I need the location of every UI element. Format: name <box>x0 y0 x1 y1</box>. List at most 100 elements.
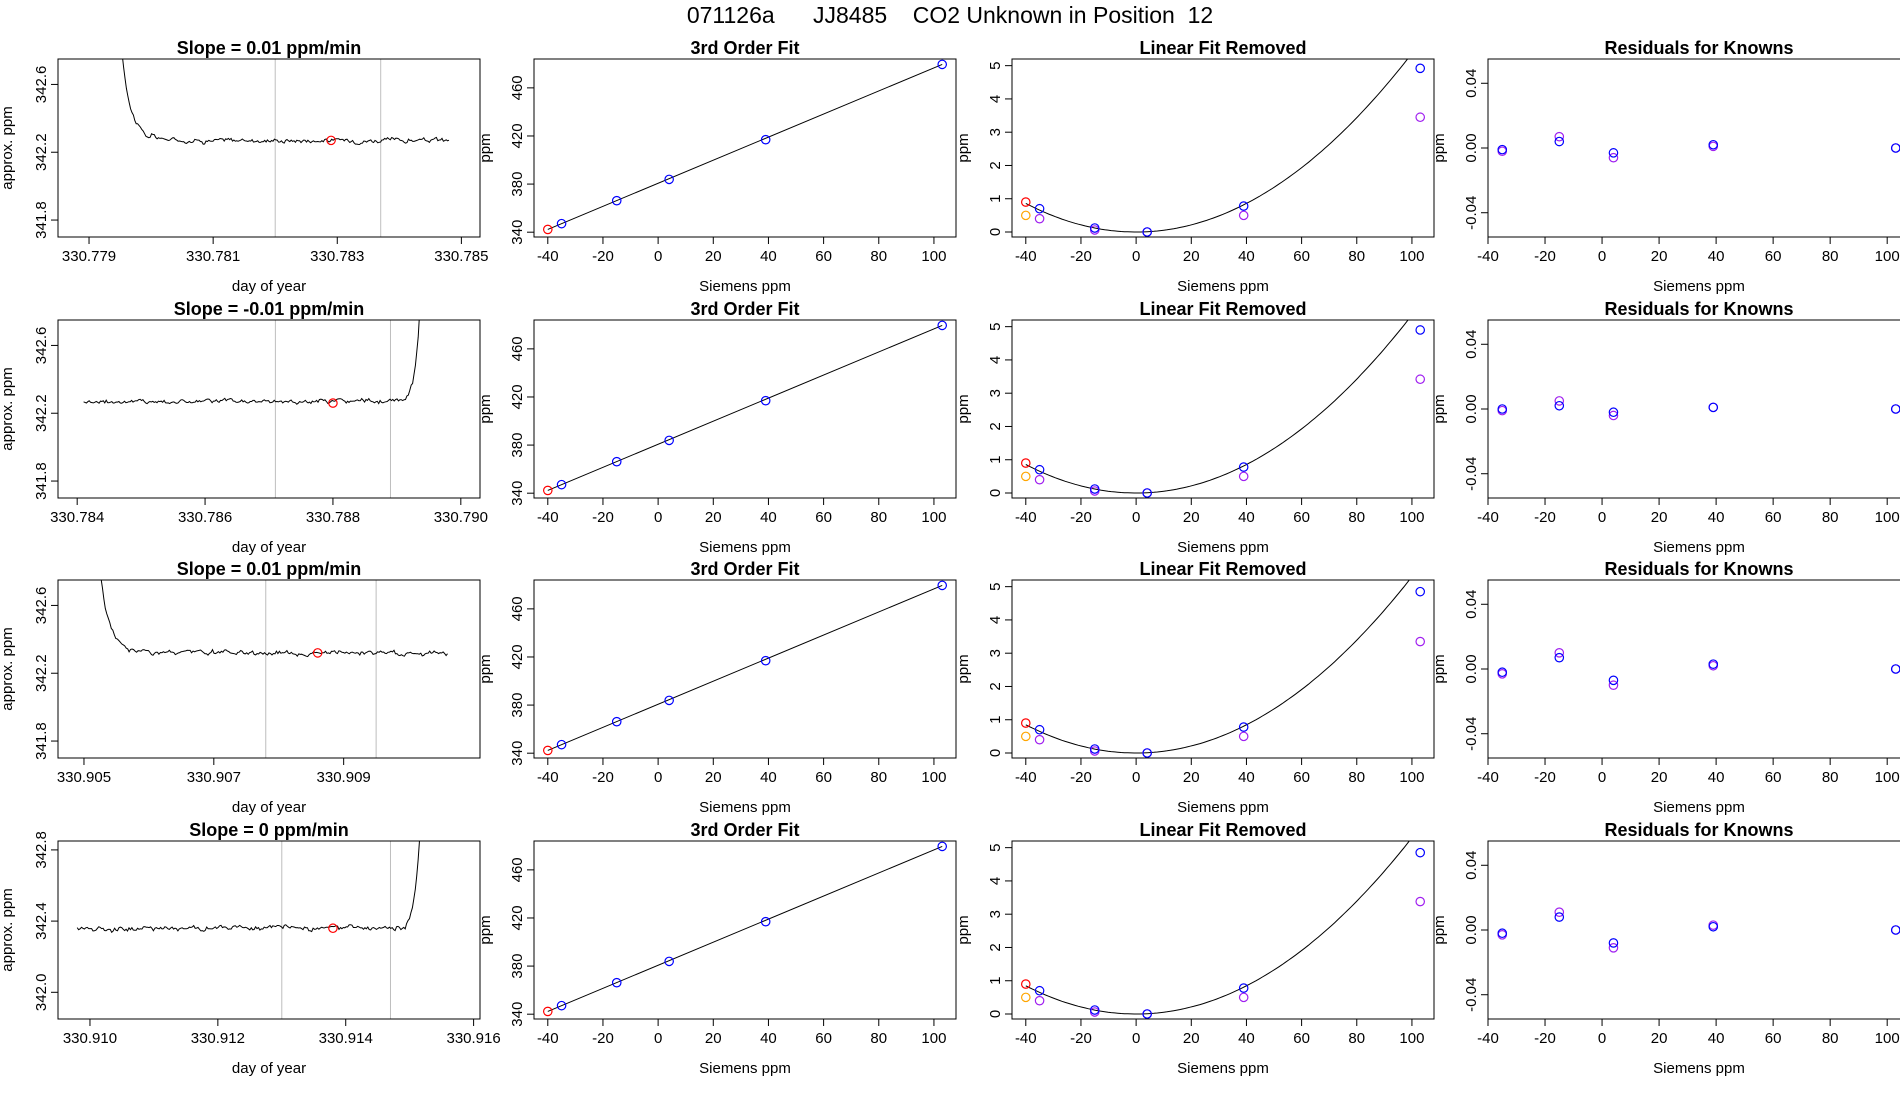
y-axis-label: ppm <box>477 394 494 423</box>
y-tick-label: 1 <box>987 716 1004 724</box>
y-tick-label: 3 <box>987 910 1004 918</box>
x-tick-label: 20 <box>1651 1030 1668 1047</box>
x-tick-label: -20 <box>592 509 614 526</box>
x-tick-label: -40 <box>1477 769 1499 786</box>
removed-known-point <box>1089 225 1100 235</box>
x-tick-label: -40 <box>1477 509 1499 526</box>
y-tick-label: 340 <box>509 1002 526 1027</box>
y-tick-label: 1 <box>987 195 1004 203</box>
x-tick-label: 100 <box>1399 248 1424 265</box>
removed-known-point <box>1415 112 1426 123</box>
removed-known-point <box>1238 471 1249 482</box>
x-axis-label: Siemens ppm <box>699 278 791 295</box>
y-tick-label: 341.8 <box>33 722 50 760</box>
x-tick-label: -40 <box>1015 248 1037 265</box>
known-point <box>556 479 567 490</box>
x-tick-label: -40 <box>1015 769 1037 786</box>
x-tick-label: 40 <box>1238 509 1255 526</box>
panel-fit-row-1: 3rd Order Fit Siemens ppm ppm -40 -20 0 20 40 60… <box>477 38 957 295</box>
panel-title: 3rd Order Fit <box>690 559 799 579</box>
x-tick-label: 60 <box>815 1030 832 1047</box>
removed-known-point <box>1238 210 1249 221</box>
panel-residuals-row-3: Residuals for Knowns Siemens ppm ppm -40 -20… <box>1431 559 1900 816</box>
known-point <box>664 435 674 446</box>
x-tick-label: 100 <box>1399 1030 1424 1047</box>
plot-frame <box>57 58 481 238</box>
removed-known-point <box>1089 746 1100 756</box>
removed-known-point <box>1415 374 1426 385</box>
panel-trace-row-3: Slope = 0.01 ppm/min day of year approx. p… <box>0 559 481 816</box>
x-tick-label: 100 <box>1399 509 1424 526</box>
y-tick-label: 342.0 <box>33 974 50 1012</box>
panel-trace-row-1: Slope = 0.01 ppm/min day of year approx. p… <box>0 38 488 295</box>
residual-point-a <box>1890 925 1900 935</box>
removed-unknown-point <box>1020 731 1031 742</box>
plot-area <box>1497 907 1900 953</box>
unknown-point <box>542 745 553 756</box>
x-tick-label: 330.781 <box>186 248 240 265</box>
y-tick-label: 342.6 <box>33 66 50 104</box>
residual-point-a <box>1708 402 1719 413</box>
x-tick-label: 40 <box>760 1030 777 1047</box>
y-axis-label: ppm <box>1431 654 1448 683</box>
removed-unknown-point <box>1020 210 1031 221</box>
residual-point-a <box>1608 407 1619 418</box>
y-tick-label: 1 <box>987 977 1004 985</box>
plot-frame <box>533 58 957 238</box>
residual-point-b <box>1554 648 1565 658</box>
y-tick-label: 342.4 <box>33 902 50 940</box>
plot-area <box>1497 396 1900 421</box>
residual-point-b <box>1608 410 1619 421</box>
x-tick-label: 40 <box>1708 769 1725 786</box>
x-tick-label: 60 <box>1765 769 1782 786</box>
plot-area <box>1497 648 1900 690</box>
x-tick-label: 330.916 <box>446 1030 500 1047</box>
x-axis-label: Siemens ppm <box>699 799 791 816</box>
removed-known-point <box>1089 486 1100 496</box>
y-tick-label: 5 <box>987 843 1004 851</box>
fit-line <box>547 324 943 491</box>
x-tick-label: 80 <box>1822 1030 1839 1047</box>
x-tick-label: -20 <box>592 769 614 786</box>
known-point <box>1034 985 1045 996</box>
plot-area <box>1020 59 1426 237</box>
plot-area <box>1020 320 1426 498</box>
residual-point-a <box>1708 659 1719 669</box>
x-tick-label: -20 <box>1534 509 1556 526</box>
x-tick-label: 80 <box>1348 248 1365 265</box>
known-point <box>1034 203 1045 214</box>
removed-known-point <box>1238 731 1249 742</box>
x-tick-label: 20 <box>1183 1030 1200 1047</box>
x-tick-label: -40 <box>537 769 559 786</box>
y-tick-label: 0 <box>987 1010 1004 1018</box>
unknown-point <box>1020 718 1031 728</box>
known-point <box>937 59 948 70</box>
plot-frame <box>1011 58 1435 238</box>
plot-area <box>83 320 420 498</box>
panel-linear-row-3: Linear Fit Removed Siemens ppm ppm -40 -20 0 2… <box>955 559 1435 816</box>
plot-area <box>542 841 948 1017</box>
panel-fit-row-3: 3rd Order Fit Siemens ppm ppm -40 -20 0 20 40 60… <box>477 559 957 816</box>
x-tick-label: 80 <box>1348 509 1365 526</box>
removed-known-point <box>1089 1007 1100 1017</box>
y-tick-label: -0.04 <box>1463 717 1480 751</box>
x-tick-label: 330.912 <box>191 1030 245 1047</box>
known-point <box>760 916 771 927</box>
y-tick-label: 420 <box>509 644 526 669</box>
x-axis-label: Siemens ppm <box>1653 799 1745 816</box>
known-point <box>1415 325 1426 335</box>
known-point <box>664 174 674 185</box>
x-tick-label: 40 <box>760 769 777 786</box>
x-tick-label: 100 <box>1399 769 1424 786</box>
residual-point-a <box>1497 928 1508 939</box>
quadratic-curve <box>1025 580 1410 754</box>
y-axis-label: ppm <box>955 394 972 423</box>
x-tick-label: 80 <box>1822 509 1839 526</box>
x-tick-label: -40 <box>537 248 559 265</box>
x-tick-label: 0 <box>654 248 662 265</box>
removed-known-point <box>1415 896 1426 907</box>
residual-point-a <box>1497 144 1508 155</box>
y-tick-label: 460 <box>509 336 526 361</box>
y-tick-label: 4 <box>987 95 1004 103</box>
x-axis-label: Siemens ppm <box>699 1060 791 1077</box>
